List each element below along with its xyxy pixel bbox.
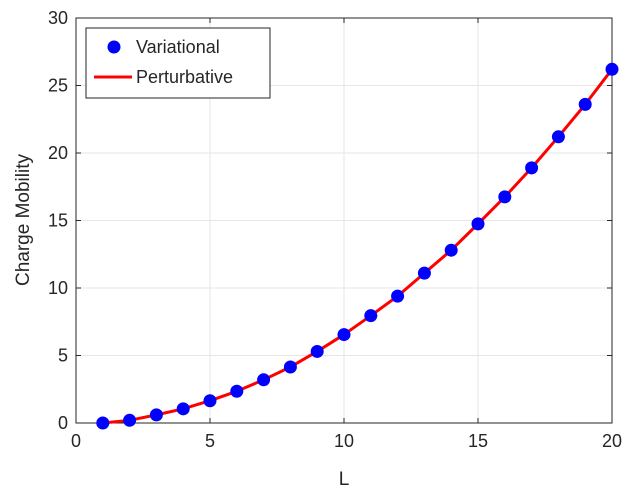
data-point-variational: [444, 243, 458, 257]
y-tick-label: 5: [58, 346, 68, 366]
x-tick-label: 5: [205, 431, 215, 451]
data-point-variational: [578, 97, 592, 111]
data-point-variational: [310, 344, 324, 358]
data-point-variational: [364, 309, 378, 323]
data-point-variational: [471, 217, 485, 231]
legend-marker-variational: [107, 40, 121, 54]
data-point-variational: [525, 161, 539, 175]
y-axis-label: Charge Mobility: [13, 154, 34, 286]
y-tick-label: 0: [58, 413, 68, 433]
y-tick-label: 20: [48, 143, 68, 163]
x-tick-label: 10: [334, 431, 354, 451]
legend-box: [85, 27, 271, 99]
data-point-variational: [605, 62, 619, 76]
data-point-variational: [176, 402, 190, 416]
y-tick-label: 30: [48, 8, 68, 28]
y-axis-ticks: 0 5 10 15 20 25 30: [48, 8, 612, 433]
data-point-variational: [123, 413, 137, 427]
legend: Variational Perturbative: [85, 27, 271, 99]
data-point-variational: [149, 408, 163, 422]
data-point-variational: [337, 328, 351, 342]
data-point-variational: [283, 360, 297, 374]
y-tick-label: 25: [48, 76, 68, 96]
x-tick-label: 15: [468, 431, 488, 451]
x-axis-ticks: 0 5 10 15 20: [71, 18, 622, 451]
data-point-variational: [96, 416, 110, 430]
data-point-variational: [257, 373, 271, 387]
data-point-variational: [203, 394, 217, 408]
x-axis-label: L: [339, 469, 350, 488]
legend-label-variational: Variational: [136, 37, 220, 57]
series-markers: [96, 62, 619, 430]
grid: [75, 17, 613, 424]
data-point-variational: [498, 190, 512, 204]
y-tick-label: 15: [48, 211, 68, 231]
y-tick-label: 10: [48, 278, 68, 298]
data-point-variational: [230, 384, 244, 398]
x-tick-label: 0: [71, 431, 81, 451]
legend-label-perturbative: Perturbative: [136, 67, 233, 87]
data-point-variational: [391, 289, 405, 303]
x-tick-label: 20: [602, 431, 622, 451]
data-point-variational: [417, 266, 431, 280]
data-point-variational: [551, 130, 565, 144]
